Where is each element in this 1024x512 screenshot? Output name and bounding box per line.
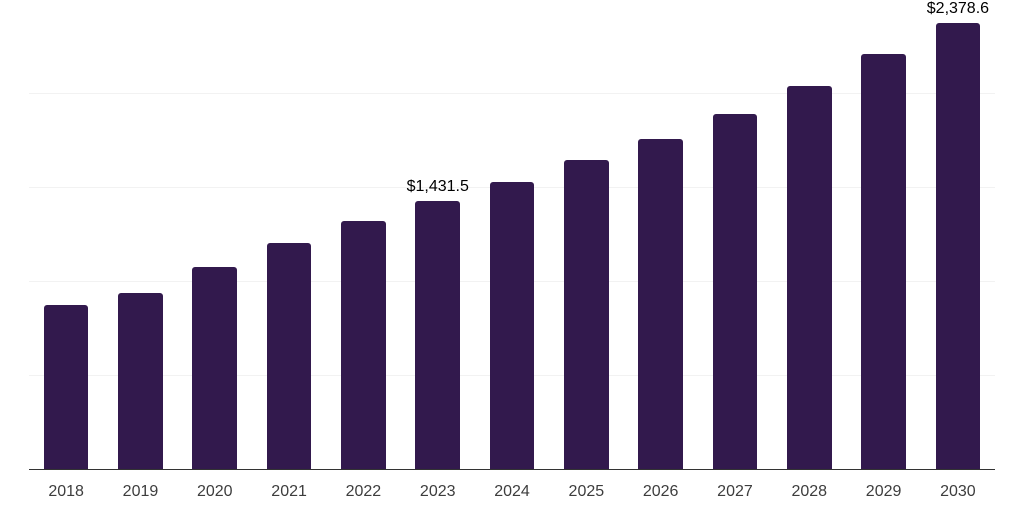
bar-2029 <box>861 54 906 470</box>
x-tick-2027: 2027 <box>717 483 753 500</box>
bar-2024 <box>489 181 535 470</box>
gridline-2000 <box>29 93 995 94</box>
bar-2023 <box>415 200 460 470</box>
x-tick-2030: 2030 <box>940 483 976 500</box>
bar-band-2019 <box>103 0 177 470</box>
bar-2028 <box>786 85 832 470</box>
bar-band-2018 <box>29 0 103 470</box>
bar-band-2023: $1,431.5 <box>401 0 475 470</box>
bar-band-2021 <box>252 0 326 470</box>
bar-2030 <box>935 22 981 470</box>
value-label-2030: $2,378.6 <box>926 0 990 17</box>
bar-2025 <box>564 160 609 470</box>
bar-band-2030: $2,378.6 <box>921 0 995 470</box>
x-tick-2021: 2021 <box>271 483 307 500</box>
bar-2022 <box>341 220 386 470</box>
bar-band-2020 <box>178 0 252 470</box>
bar-band-2028 <box>772 0 846 470</box>
value-label-2023: $1,431.5 <box>406 177 469 195</box>
x-tick-2019: 2019 <box>122 483 159 500</box>
x-tick-2020: 2020 <box>196 483 233 500</box>
bar-2020 <box>192 267 238 470</box>
x-tick-2025: 2025 <box>568 483 605 500</box>
bar-2027 <box>712 113 758 470</box>
bar-band-2025 <box>549 0 623 470</box>
bar-2021 <box>266 242 312 470</box>
x-axis-tick-labels: 2018 2019 2020 2021 2022 2023 2024 2025 2026 2027… <box>29 482 995 502</box>
x-tick-2018: 2018 <box>48 483 84 500</box>
x-axis-line <box>29 469 995 470</box>
bar-band-2026 <box>624 0 698 470</box>
bar-band-2027 <box>698 0 772 470</box>
bar-band-2022 <box>326 0 400 470</box>
bar-2019 <box>118 293 163 470</box>
x-tick-2028: 2028 <box>791 483 828 500</box>
x-tick-2022: 2022 <box>345 483 382 500</box>
plot-area: $1,431.5 $2,378.6 <box>29 0 995 470</box>
x-tick-2023: 2023 <box>419 483 456 500</box>
x-tick-2026: 2026 <box>642 483 679 500</box>
x-tick-2024: 2024 <box>494 483 530 500</box>
bar-band-2024 <box>475 0 549 470</box>
bar-2026 <box>638 138 683 470</box>
bar-series: $1,431.5 $2,378.6 <box>29 0 995 470</box>
bar-2018 <box>43 304 89 470</box>
x-tick-2029: 2029 <box>865 483 902 500</box>
bar-band-2029 <box>846 0 920 470</box>
